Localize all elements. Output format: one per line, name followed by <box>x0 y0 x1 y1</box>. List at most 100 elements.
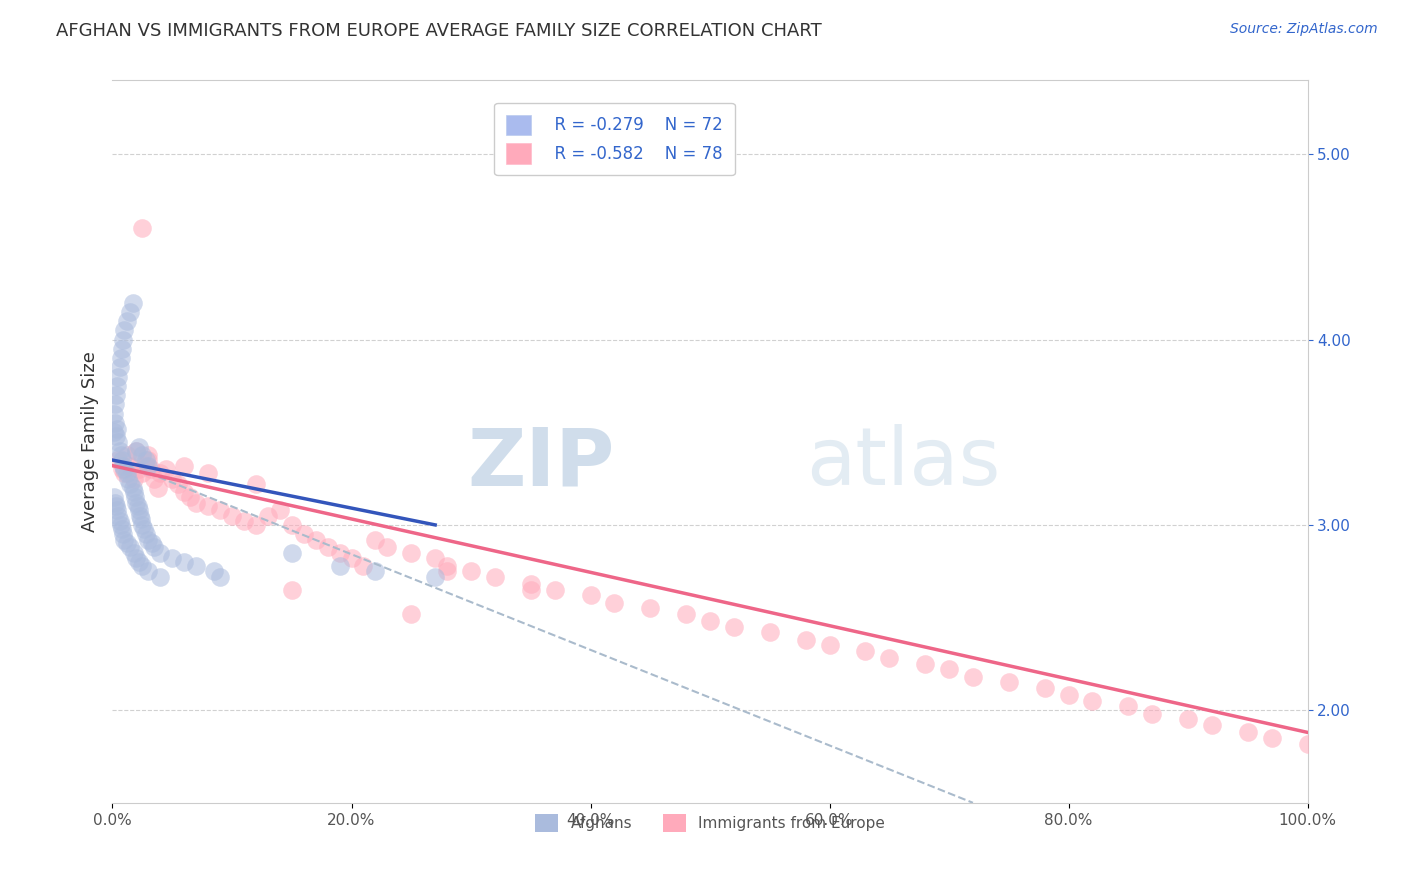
Point <box>125 496 148 510</box>
Point <box>352 558 374 573</box>
Point <box>1081 694 1104 708</box>
Point <box>115 448 138 462</box>
Point <box>121 295 143 310</box>
Point <box>340 551 363 566</box>
Point <box>759 625 782 640</box>
Point <box>131 448 153 462</box>
Point <box>105 421 128 435</box>
Point <box>281 546 304 560</box>
Point <box>135 527 157 541</box>
Point <box>120 305 142 319</box>
Point <box>115 536 138 550</box>
Point <box>1142 706 1164 721</box>
Point <box>281 517 304 532</box>
Point <box>173 484 195 499</box>
Point <box>186 496 208 510</box>
Point <box>114 533 135 547</box>
Point <box>103 490 125 504</box>
Point <box>112 527 135 541</box>
Point <box>110 517 132 532</box>
Point <box>104 416 127 430</box>
Text: AFGHAN VS IMMIGRANTS FROM EUROPE AVERAGE FAMILY SIZE CORRELATION CHART: AFGHAN VS IMMIGRANTS FROM EUROPE AVERAGE… <box>56 22 823 40</box>
Point <box>579 588 602 602</box>
Point <box>104 496 127 510</box>
Point <box>131 558 153 573</box>
Point <box>138 458 160 473</box>
Point <box>128 503 150 517</box>
Point <box>436 564 458 578</box>
Point <box>125 443 148 458</box>
Point <box>162 472 183 486</box>
Y-axis label: Average Family Size: Average Family Size <box>80 351 98 532</box>
Point <box>110 351 132 366</box>
Point <box>149 546 172 560</box>
Point <box>132 522 155 536</box>
Point <box>131 517 153 532</box>
Point <box>127 500 149 514</box>
Point <box>209 570 232 584</box>
Point <box>120 458 142 473</box>
Point <box>143 472 166 486</box>
Point <box>124 490 146 504</box>
Point <box>233 514 256 528</box>
Point <box>103 407 125 421</box>
Point <box>1296 737 1319 751</box>
Point <box>129 508 152 523</box>
Point <box>364 533 387 547</box>
Point <box>146 481 169 495</box>
Point <box>135 458 157 473</box>
Point <box>543 582 565 597</box>
Point <box>120 477 142 491</box>
Point <box>120 540 142 554</box>
Point <box>179 490 201 504</box>
Point <box>1033 681 1056 695</box>
Point <box>436 558 458 573</box>
Point <box>938 662 960 676</box>
Point <box>484 570 506 584</box>
Point <box>112 458 135 473</box>
Point <box>281 582 304 597</box>
Point <box>329 546 352 560</box>
Point <box>305 533 328 547</box>
Point <box>105 500 128 514</box>
Point <box>129 512 152 526</box>
Point <box>128 440 150 454</box>
Point <box>186 558 208 573</box>
Point <box>197 466 219 480</box>
Point <box>108 360 131 375</box>
Point <box>112 333 135 347</box>
Point <box>998 675 1021 690</box>
Point <box>107 453 129 467</box>
Point <box>1261 731 1284 745</box>
Point <box>111 453 134 467</box>
Point <box>114 466 135 480</box>
Point <box>245 477 267 491</box>
Point <box>121 481 143 495</box>
Point <box>122 484 145 499</box>
Point <box>135 453 157 467</box>
Point <box>197 500 219 514</box>
Point <box>173 458 195 473</box>
Point <box>1237 725 1260 739</box>
Point <box>128 555 150 569</box>
Point <box>699 614 721 628</box>
Point <box>125 551 148 566</box>
Point <box>155 462 177 476</box>
Point <box>675 607 697 621</box>
Point <box>105 379 128 393</box>
Point <box>131 221 153 235</box>
Point <box>401 546 423 560</box>
Point <box>103 425 125 440</box>
Point <box>879 651 901 665</box>
Point <box>1177 713 1199 727</box>
Point <box>105 503 128 517</box>
Point <box>520 577 543 591</box>
Point <box>425 570 447 584</box>
Point <box>316 540 339 554</box>
Text: ZIP: ZIP <box>467 425 614 502</box>
Point <box>1118 699 1140 714</box>
Legend: Afghans, Immigrants from Europe: Afghans, Immigrants from Europe <box>529 807 891 838</box>
Point <box>138 533 160 547</box>
Point <box>122 472 145 486</box>
Point <box>855 644 877 658</box>
